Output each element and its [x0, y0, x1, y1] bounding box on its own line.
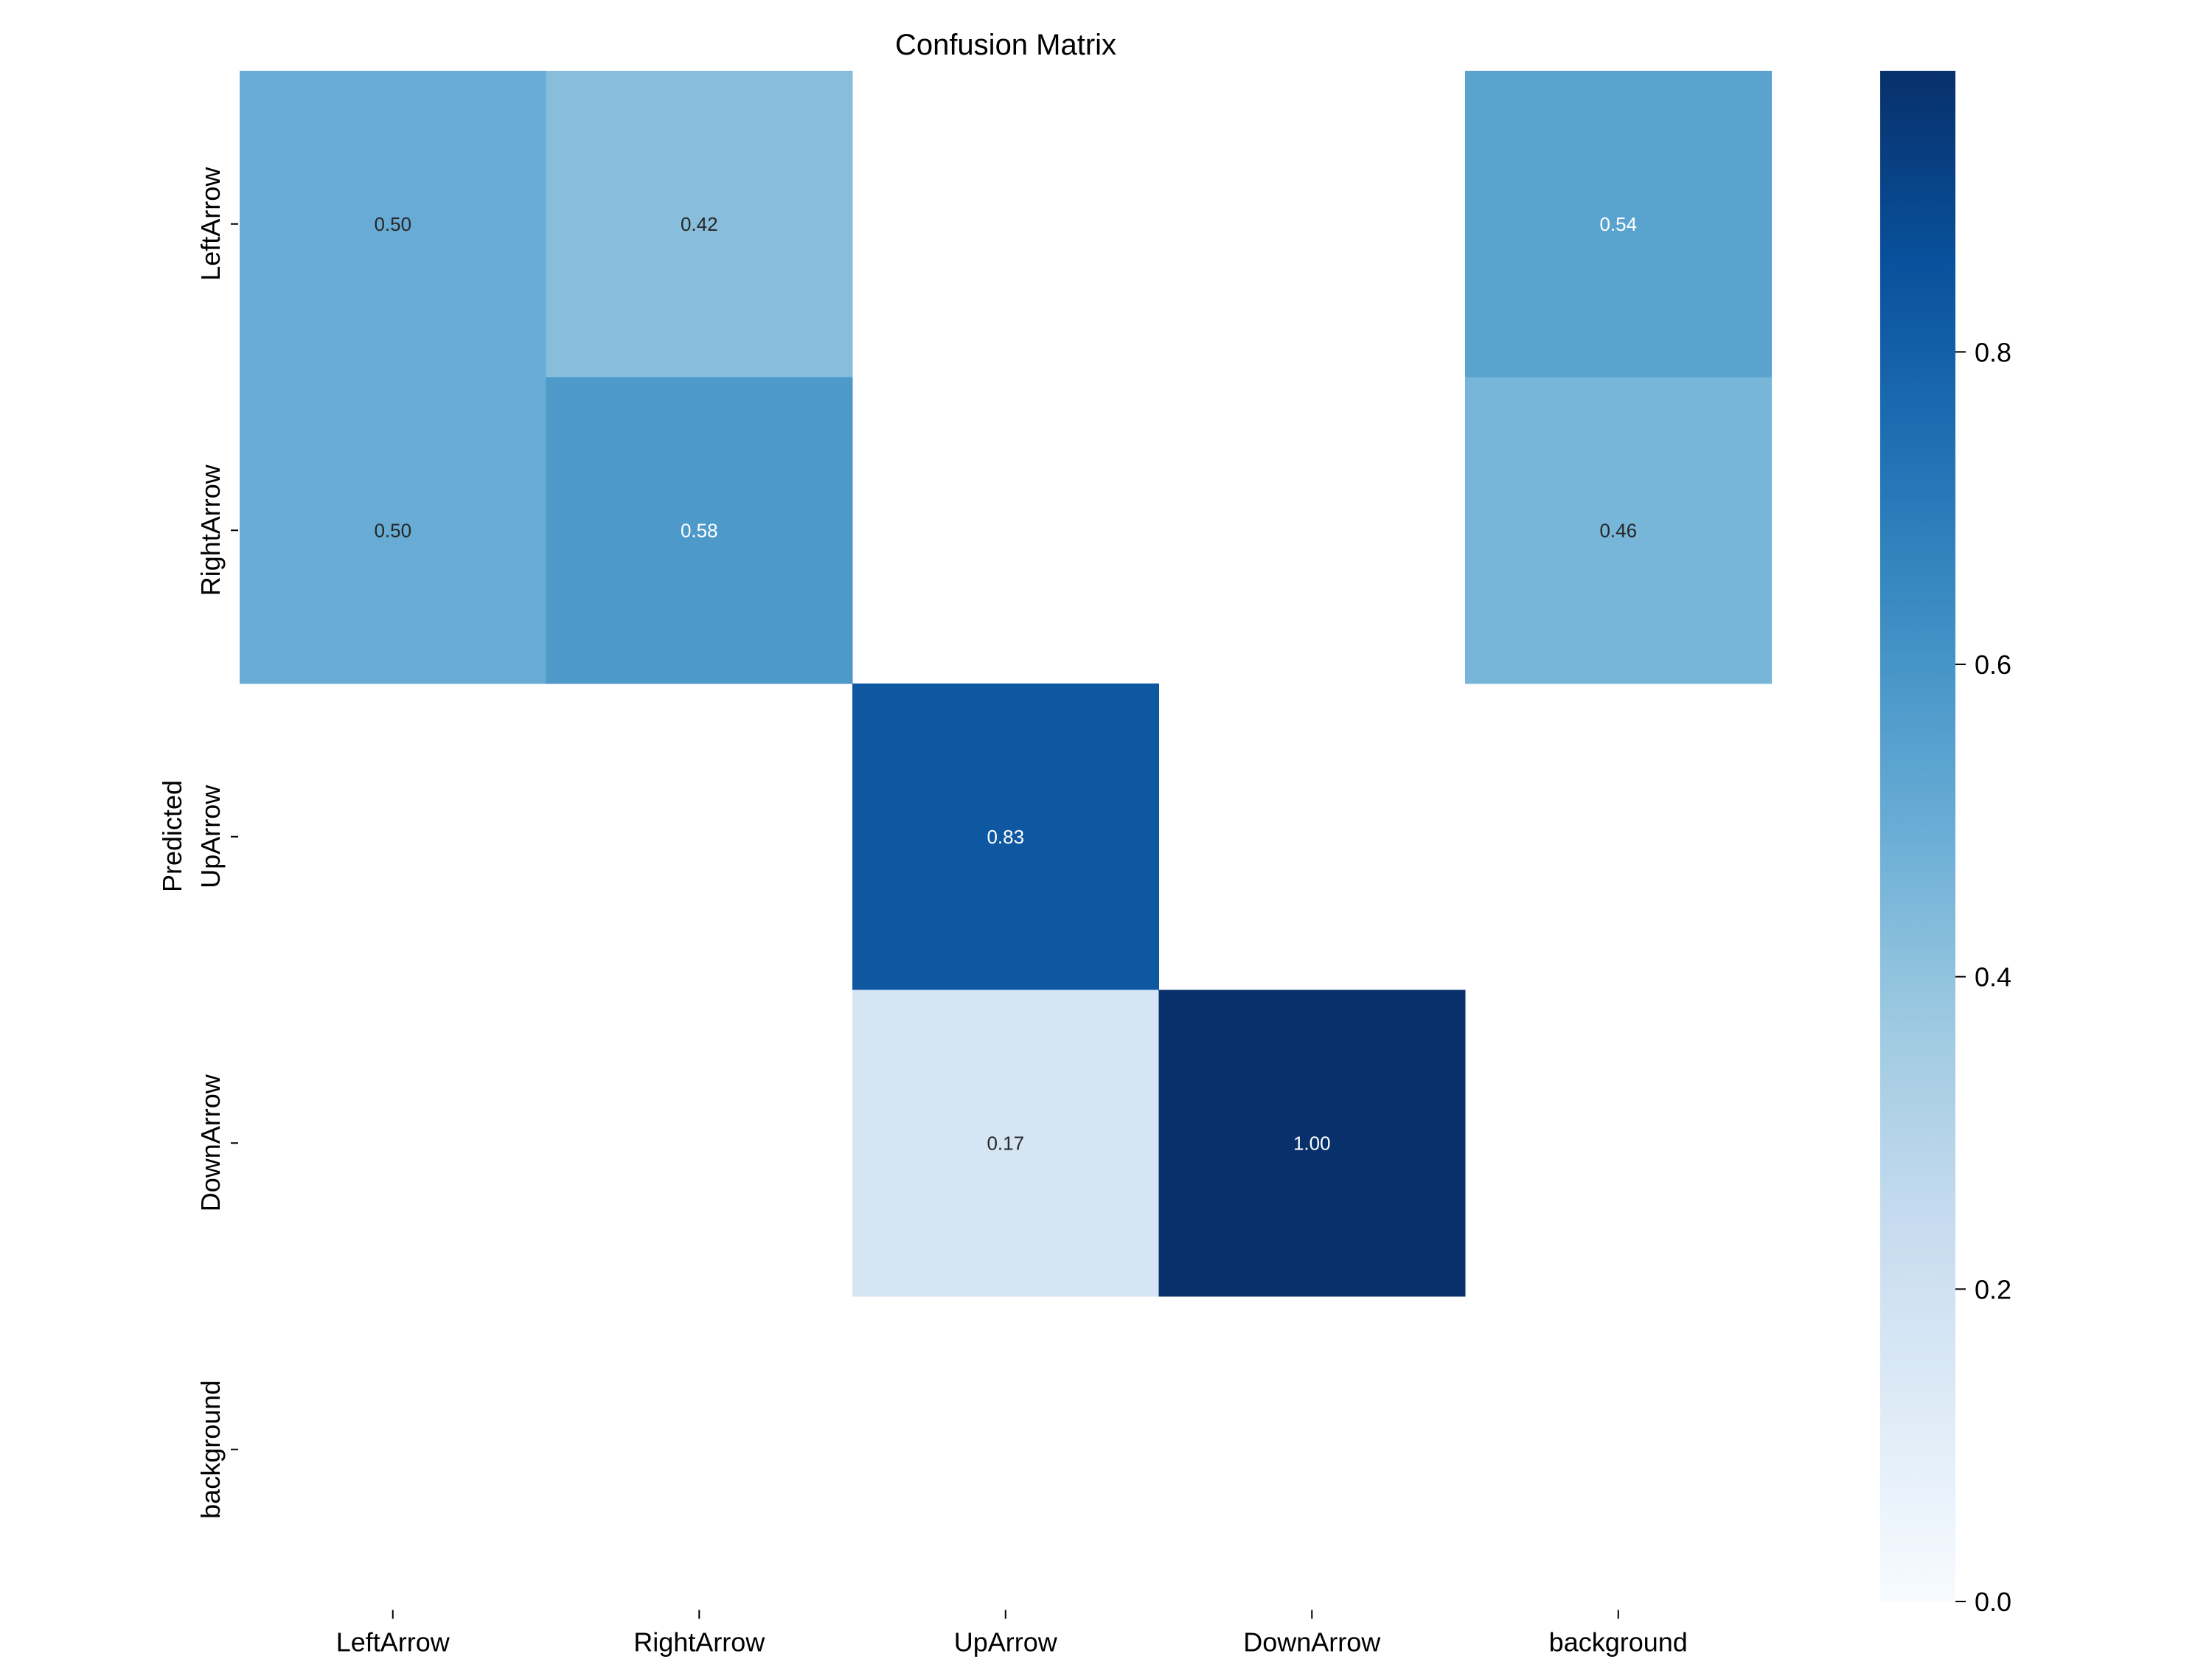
cell-value-label: 0.42 — [681, 213, 718, 235]
x-tick-label: LeftArrow — [336, 1627, 451, 1658]
cell-value-label: 0.58 — [681, 519, 718, 541]
heatmap-cell — [1465, 71, 1772, 378]
heatmap-cell — [546, 71, 853, 378]
x-tick-label: RightArrow — [633, 1627, 765, 1658]
x-axis: LeftArrow RightArrow UpArrow DownArrow backg… — [336, 1610, 1688, 1658]
colorbar-ticks: 0.0 0.2 0.4 0.6 0.8 — [1955, 337, 2011, 1617]
cell-value-label: 1.00 — [1293, 1132, 1331, 1154]
y-tick-label: UpArrow — [195, 785, 226, 888]
heatmap-cell — [1465, 377, 1772, 684]
x-tick-label: DownArrow — [1243, 1627, 1381, 1658]
colorbar-tick-label: 0.6 — [1975, 650, 2011, 680]
heatmap-cells — [240, 71, 1772, 1297]
y-axis: LeftArrow RightArrow UpArrow DownArrow backg… — [195, 167, 238, 1519]
colorbar-tick-label: 0.4 — [1975, 962, 2011, 992]
heatmap-cell — [1158, 990, 1466, 1297]
cell-value-label: 0.54 — [1599, 213, 1637, 235]
colorbar-tick-label: 0.2 — [1975, 1274, 2011, 1304]
cell-value-label: 0.83 — [987, 826, 1024, 848]
chart-title: Confusion Matrix — [895, 29, 1116, 61]
heatmap-cell — [852, 990, 1159, 1297]
colorbar — [1880, 71, 1955, 1601]
cell-value-label: 0.17 — [987, 1132, 1024, 1154]
x-tick-label: UpArrow — [954, 1627, 1058, 1658]
heatmap-cell — [852, 684, 1159, 990]
heatmap-cell — [240, 71, 546, 378]
heatmap-cell — [546, 377, 853, 684]
heatmap-cell — [240, 377, 546, 684]
cell-value-label: 0.50 — [374, 519, 411, 541]
y-axis-label: Predicted — [157, 780, 187, 892]
colorbar-tick-label: 0.0 — [1975, 1587, 2011, 1617]
cell-value-label: 0.46 — [1599, 519, 1637, 541]
x-tick-label: background — [1549, 1627, 1688, 1658]
y-tick-label: DownArrow — [195, 1074, 226, 1211]
y-tick-label: RightArrow — [195, 464, 226, 596]
y-tick-label: background — [195, 1380, 226, 1519]
heatmap-cell-labels: 0.50 0.42 0.54 0.50 0.58 0.46 0.83 0.17 1.00 — [374, 213, 1637, 1155]
y-tick-label: LeftArrow — [195, 167, 226, 281]
cell-value-label: 0.50 — [374, 213, 411, 235]
colorbar-tick-label: 0.8 — [1975, 337, 2011, 367]
